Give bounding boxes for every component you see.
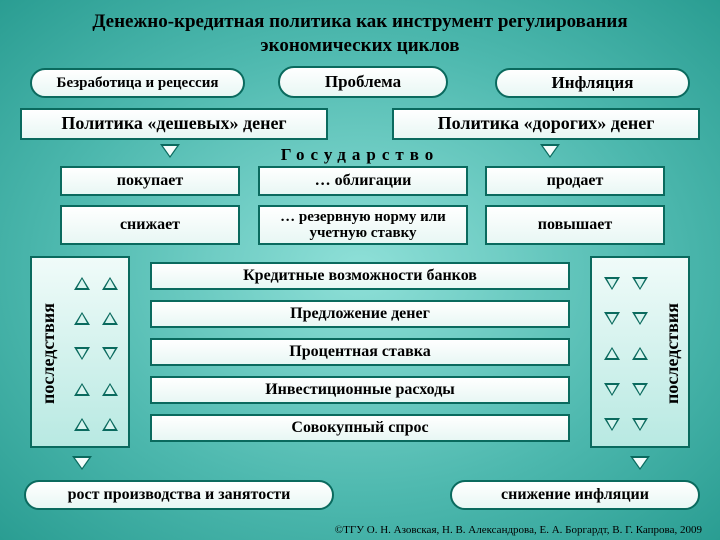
arrow-down-icon bbox=[632, 383, 648, 396]
arrow-up-icon bbox=[102, 418, 118, 431]
right-arrows-col1 bbox=[604, 266, 620, 442]
conseq-4: Инвестиционные расходы bbox=[150, 376, 570, 404]
right-arrows-col2 bbox=[632, 266, 648, 442]
tbl-sell: продает bbox=[485, 166, 665, 196]
tbl-bonds: … облигации bbox=[258, 166, 468, 196]
tbl-reserve: … резервную норму или учетную ставку bbox=[258, 205, 468, 245]
conseq-5: Совокупный спрос bbox=[150, 414, 570, 442]
consequences-panel-left: последствия bbox=[30, 256, 130, 448]
arrow-down-icon bbox=[74, 347, 90, 360]
arrow-down-icon bbox=[632, 312, 648, 325]
consequences-label-left: последствия bbox=[38, 276, 59, 432]
gov-header: Государство bbox=[0, 145, 720, 165]
arrow-down-icon bbox=[604, 383, 620, 396]
conseq-1: Кредитные возможности банков bbox=[150, 262, 570, 290]
arrow-down-icon bbox=[604, 418, 620, 431]
copyright: ©ТГУ О. Н. Азовская, Н. В. Александрова,… bbox=[335, 524, 702, 536]
arrow-up-icon bbox=[74, 277, 90, 290]
diagram-canvas: Денежно-кредитная политика как инструмен… bbox=[0, 0, 720, 540]
arrow-up-icon bbox=[102, 312, 118, 325]
left-arrows-col1 bbox=[74, 266, 90, 442]
page-title: Денежно-кредитная политика как инструмен… bbox=[0, 0, 720, 64]
conseq-2: Предложение денег bbox=[150, 300, 570, 328]
box-inflation: Инфляция bbox=[495, 68, 690, 98]
arrow-down-icon bbox=[604, 277, 620, 290]
arrow-up-icon bbox=[632, 347, 648, 360]
arrow-down-icon bbox=[72, 456, 92, 470]
arrow-down-icon bbox=[630, 456, 650, 470]
arrow-up-icon bbox=[74, 418, 90, 431]
arrow-up-icon bbox=[74, 312, 90, 325]
arrow-down-icon bbox=[604, 312, 620, 325]
arrow-up-icon bbox=[102, 383, 118, 396]
arrow-down-icon bbox=[632, 277, 648, 290]
arrow-up-icon bbox=[74, 383, 90, 396]
box-problem: Проблема bbox=[278, 66, 448, 98]
outcome-left: рост производства и занятости bbox=[24, 480, 334, 510]
box-cheap-money: Политика «дешевых» денег bbox=[20, 108, 328, 140]
box-unemployment: Безработица и рецессия bbox=[30, 68, 245, 98]
outcome-right: снижение инфляции bbox=[450, 480, 700, 510]
arrow-down-icon bbox=[102, 347, 118, 360]
tbl-buy: покупает bbox=[60, 166, 240, 196]
left-arrows-col2 bbox=[102, 266, 118, 442]
arrow-up-icon bbox=[102, 277, 118, 290]
arrow-up-icon bbox=[604, 347, 620, 360]
conseq-3: Процентная ставка bbox=[150, 338, 570, 366]
tbl-lower: снижает bbox=[60, 205, 240, 245]
consequences-label-right: последствия bbox=[662, 276, 683, 432]
box-expensive-money: Политика «дорогих» денег bbox=[392, 108, 700, 140]
consequences-panel-right: последствия bbox=[590, 256, 690, 448]
arrow-down-icon bbox=[632, 418, 648, 431]
tbl-raise: повышает bbox=[485, 205, 665, 245]
